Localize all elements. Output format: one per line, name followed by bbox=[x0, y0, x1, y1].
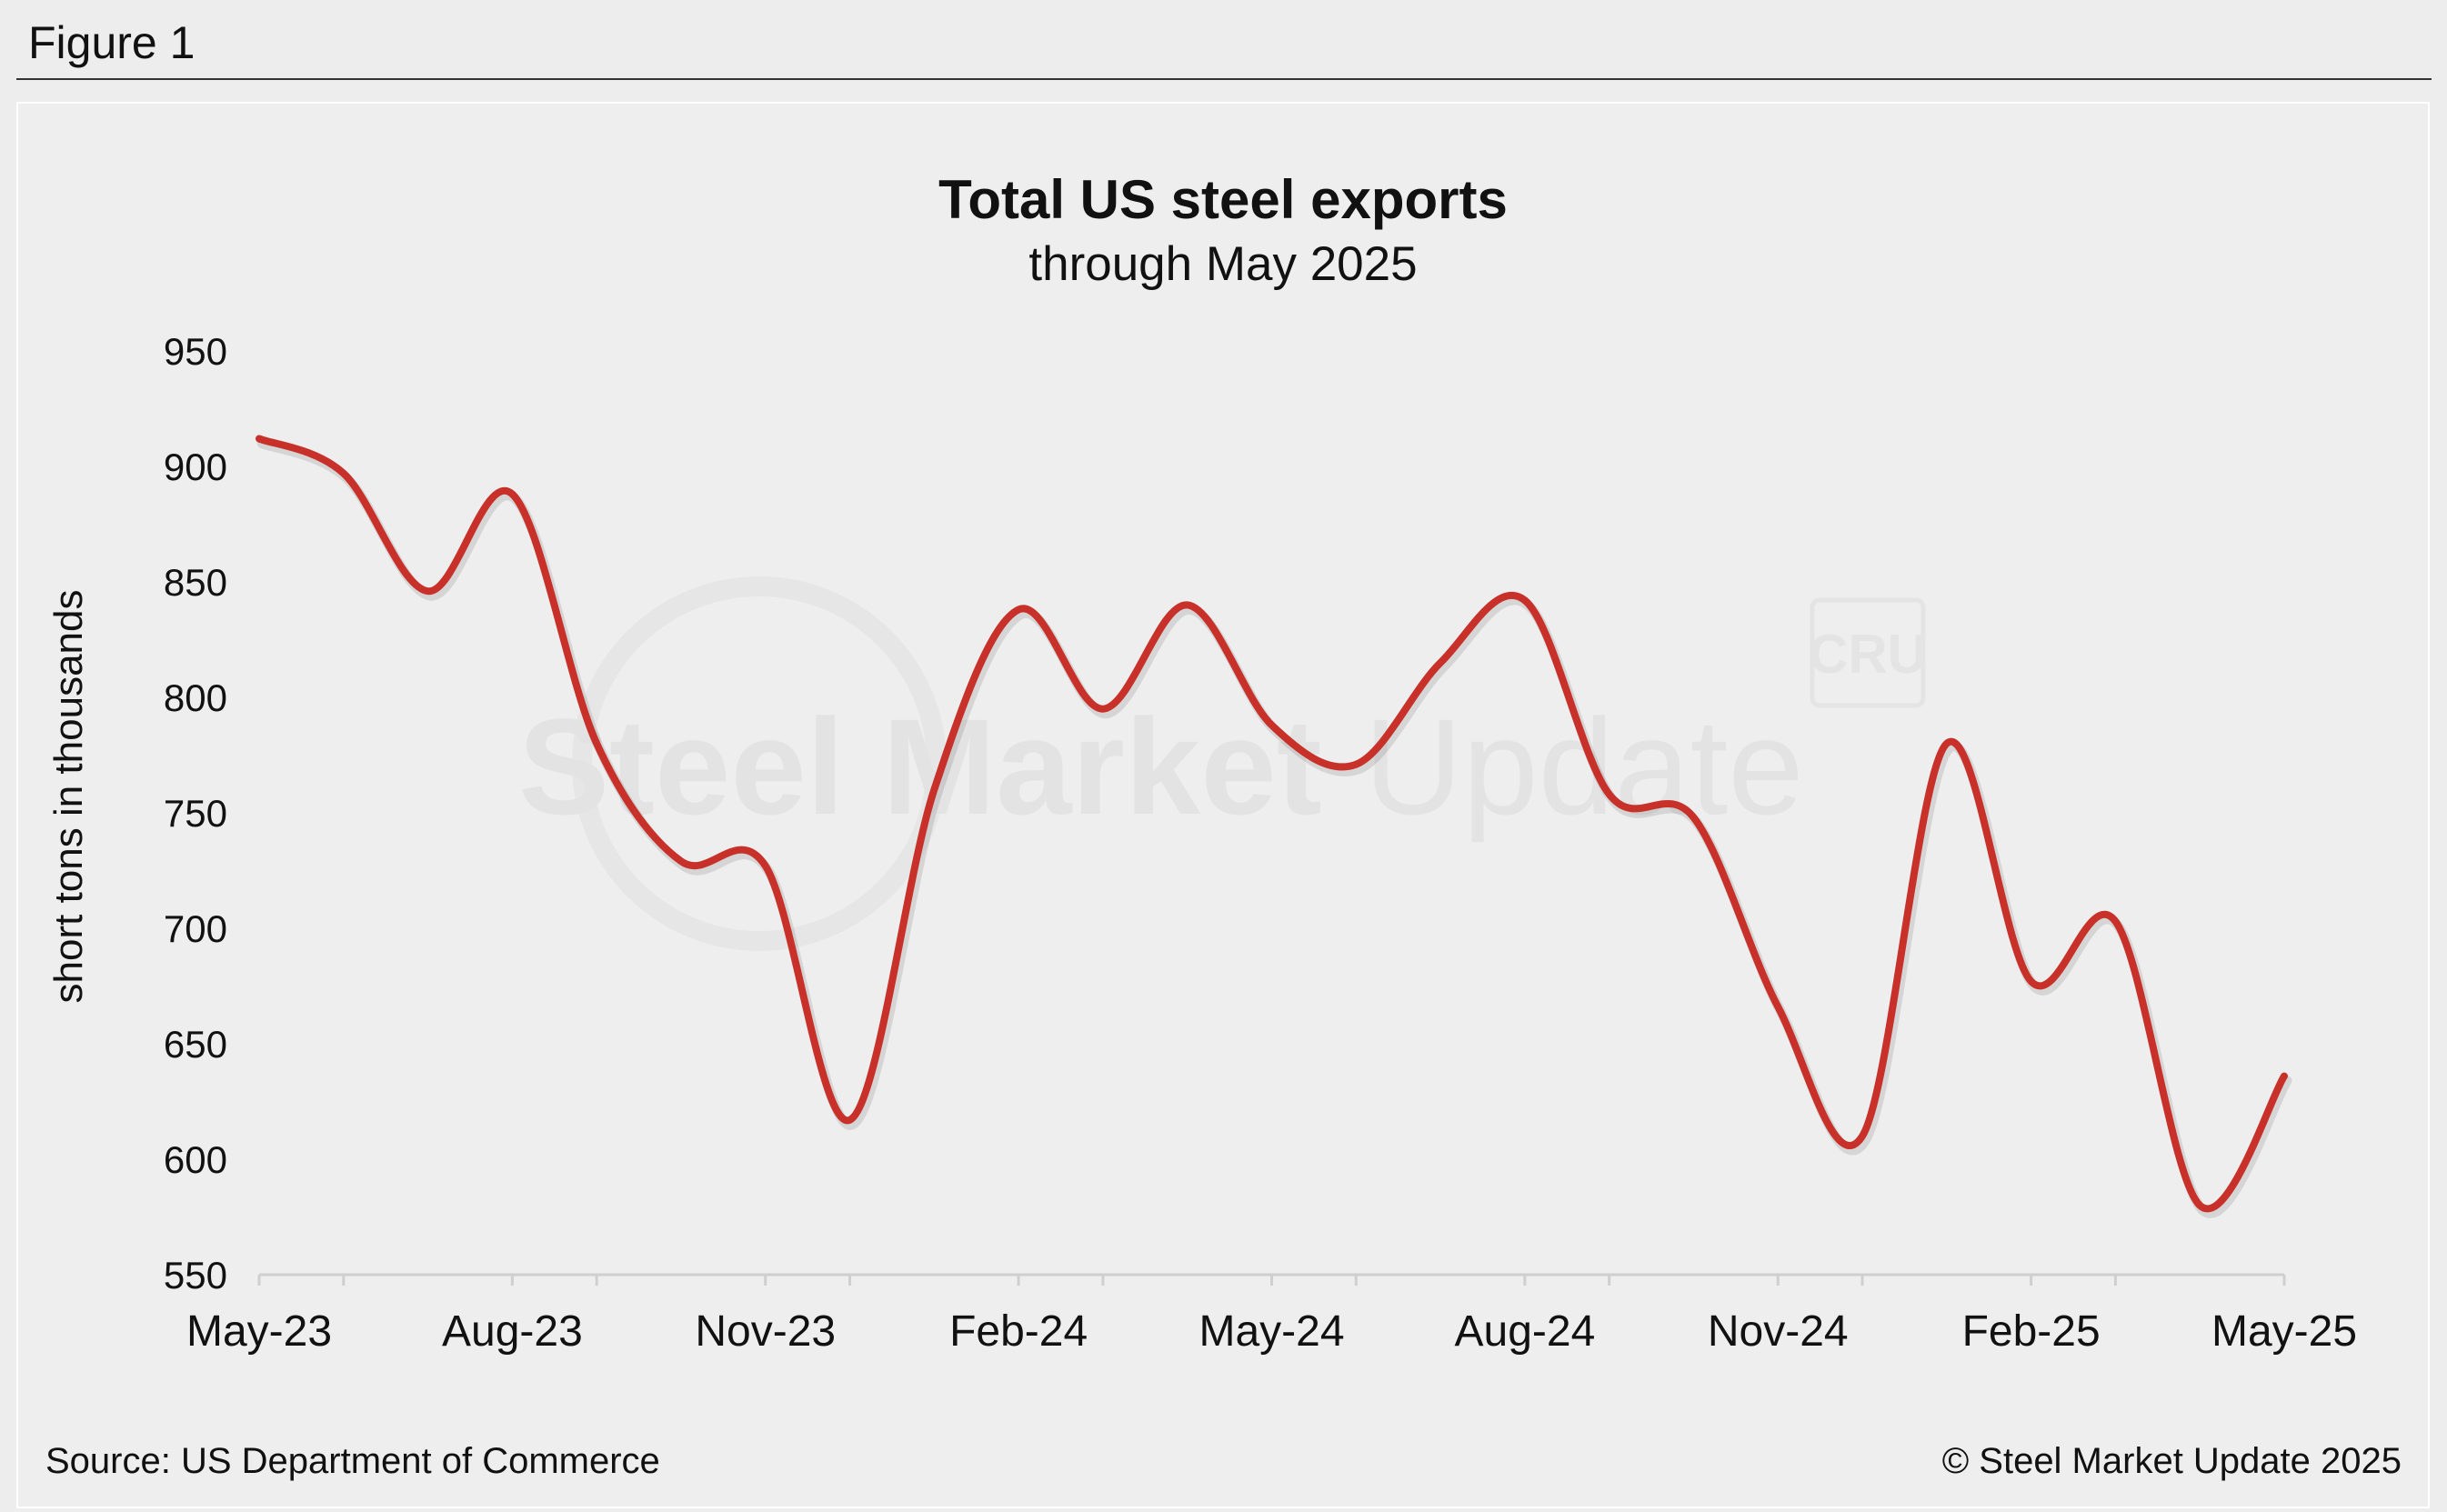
data-point bbox=[592, 739, 601, 748]
y-tick-label: 800 bbox=[164, 676, 227, 719]
data-point bbox=[1351, 760, 1360, 769]
data-point bbox=[1183, 600, 1192, 609]
y-tick-label: 850 bbox=[164, 561, 227, 604]
y-tick-label: 700 bbox=[164, 907, 227, 950]
x-tick-label: Nov-24 bbox=[1708, 1307, 1849, 1356]
y-tick-label: 600 bbox=[164, 1138, 227, 1181]
data-point bbox=[2195, 1201, 2204, 1210]
x-tick-label: Aug-24 bbox=[1454, 1307, 1595, 1356]
data-point bbox=[1098, 705, 1108, 714]
data-point bbox=[507, 489, 516, 498]
data-point bbox=[1268, 720, 1277, 729]
data-point bbox=[2111, 916, 2120, 926]
y-tick-label: 550 bbox=[164, 1254, 227, 1297]
data-point bbox=[2280, 1072, 2289, 1081]
data-point bbox=[929, 786, 938, 795]
chart-subtitle: through May 2025 bbox=[1028, 237, 1417, 291]
data-point bbox=[677, 856, 686, 866]
y-tick-label: 900 bbox=[164, 446, 227, 488]
copyright-note: © Steel Market Update 2025 bbox=[1942, 1441, 2402, 1481]
data-point bbox=[1014, 605, 1023, 614]
data-point bbox=[1605, 790, 1614, 799]
data-point bbox=[255, 435, 264, 444]
y-tick-label: 750 bbox=[164, 792, 227, 835]
data-point bbox=[1942, 739, 1951, 748]
watermark: Steel Market Update CRU bbox=[518, 576, 1927, 951]
data-point bbox=[339, 469, 348, 478]
cru-logo-box bbox=[1810, 597, 1926, 708]
series-layer bbox=[255, 435, 2292, 1218]
figure-divider bbox=[16, 78, 2432, 80]
series-line bbox=[256, 435, 2288, 1213]
data-point bbox=[2027, 976, 2036, 986]
figure-label: Figure 1 bbox=[28, 17, 196, 68]
cru-logo-text: CRU bbox=[1809, 624, 1927, 685]
data-point bbox=[1520, 596, 1529, 605]
watermark-ring bbox=[572, 576, 947, 951]
x-tick-label: May-24 bbox=[1198, 1307, 1344, 1356]
x-axis: May-23 Aug-23 Nov-23 Feb-24 May-24 Aug-24 Nov-… bbox=[186, 1273, 2357, 1356]
source-note: Source: US Department of Commerce bbox=[45, 1441, 660, 1481]
x-tick-label: Aug-23 bbox=[442, 1307, 583, 1356]
watermark-brand-light: Update bbox=[1364, 690, 1804, 843]
data-point bbox=[1858, 1132, 1867, 1141]
x-tick-label: Feb-24 bbox=[949, 1307, 1088, 1356]
y-axis-label: short tons in thousands bbox=[46, 590, 91, 1004]
watermark-brand-bold: Steel Market bbox=[518, 690, 1322, 843]
data-point bbox=[424, 586, 433, 596]
y-axis-ticks: 950 900 850 800 750 700 650 600 550 bbox=[164, 330, 227, 1297]
x-tick-label: Nov-23 bbox=[695, 1307, 836, 1356]
data-point bbox=[846, 1116, 855, 1125]
y-tick-label: 950 bbox=[164, 330, 227, 373]
data-point bbox=[1436, 658, 1445, 667]
y-tick-label: 650 bbox=[164, 1023, 227, 1066]
x-tick-label: Feb-25 bbox=[1962, 1307, 2101, 1356]
x-tick-label: May-25 bbox=[2211, 1307, 2357, 1356]
data-point bbox=[761, 861, 770, 870]
x-tick-label: May-23 bbox=[186, 1307, 332, 1356]
data-point bbox=[1689, 813, 1698, 822]
chart-title: Total US steel exports bbox=[938, 169, 1508, 230]
data-point bbox=[1773, 1002, 1782, 1011]
